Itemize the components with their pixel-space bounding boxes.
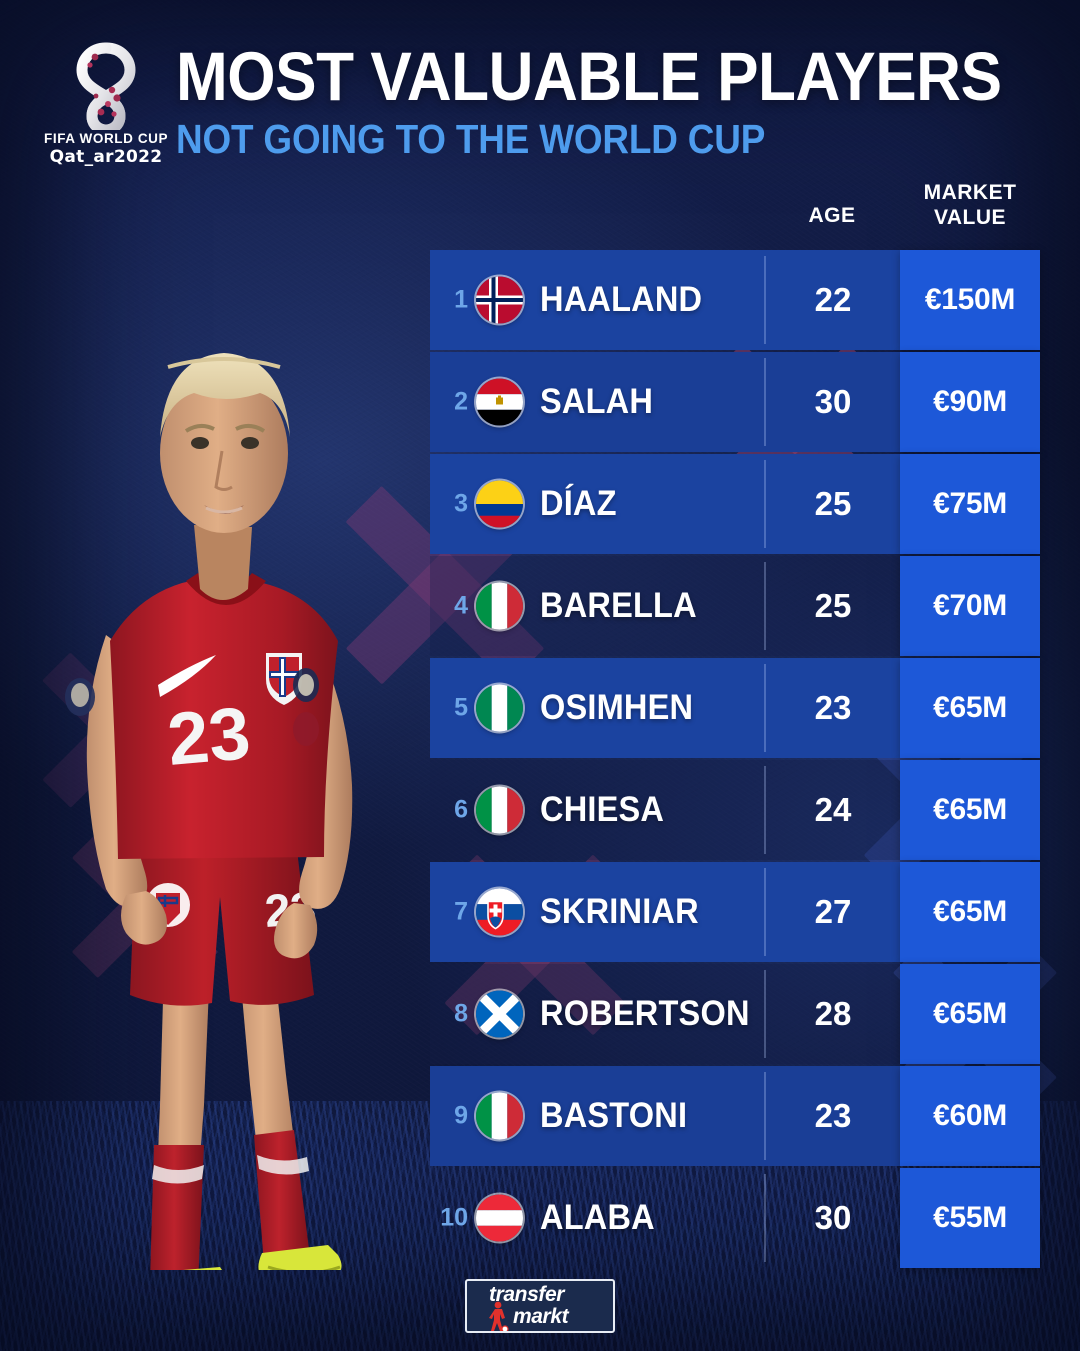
table-row[interactable]: 10 ALABA 30 €55M — [0, 1168, 1080, 1268]
column-divider — [764, 766, 766, 854]
row-rank: 6 — [454, 795, 468, 824]
row-market-value: €75M — [900, 454, 1040, 554]
italy-flag — [476, 582, 523, 630]
nigeria-flag — [476, 684, 523, 732]
world-cup-logo: FIFA WORLD CUP Qat_ar2022 — [44, 38, 168, 168]
footballer-figure-icon — [489, 1301, 509, 1331]
austria-flag — [476, 1194, 523, 1242]
row-age: 28 — [814, 995, 852, 1032]
column-header-market-value-line1: MARKET — [923, 181, 1017, 204]
player-photo: 23 23 — [18, 205, 438, 1308]
row-market-value: €90M — [900, 352, 1040, 452]
table-row[interactable]: 7 SKRINIAR 27 €65M — [0, 862, 1080, 962]
row-market-value: €55M — [900, 1168, 1040, 1268]
egypt-flag — [476, 378, 523, 426]
page-subtitle: NOT GOING TO THE WORLD CUP — [176, 116, 766, 163]
world-cup-logo-line2: Qat_ar2022 — [49, 147, 163, 167]
row-player-name: SALAH — [540, 382, 654, 421]
table-row[interactable]: 1 HAALAND 22 €150M — [0, 250, 1080, 350]
row-age: 25 — [814, 587, 852, 624]
row-age: 24 — [814, 791, 852, 828]
row-age: 27 — [814, 893, 852, 930]
row-player-name: BARELLA — [540, 586, 697, 625]
row-rank: 8 — [454, 999, 468, 1028]
column-headers: AGE MARKET VALUE — [0, 181, 1080, 250]
transfermarkt-logo-line1: transfer — [489, 1283, 564, 1306]
row-rank: 5 — [454, 693, 468, 722]
row-market-value: €65M — [900, 964, 1040, 1064]
column-header-market-value: MARKET VALUE — [900, 181, 1040, 231]
row-player-name: BASTONI — [540, 1096, 688, 1135]
table-row[interactable]: 9 BASTONI 23 €60M — [0, 1066, 1080, 1166]
row-rank: 9 — [454, 1101, 468, 1130]
row-age: 30 — [814, 383, 852, 420]
players-table: 1 HAALAND 22 €150M 2 SALAH 30 €90M 3 DÍA… — [0, 250, 1080, 1270]
row-player-name: SKRINIAR — [540, 892, 699, 931]
table-row[interactable]: 3 DÍAZ 25 €75M — [0, 454, 1080, 554]
column-divider — [764, 1174, 766, 1262]
row-player-name: DÍAZ — [540, 484, 617, 523]
fifa-world-cup-emblem-icon — [76, 42, 136, 130]
colombia-flag — [476, 480, 523, 528]
column-divider — [764, 664, 766, 752]
header: FIFA WORLD CUP Qat_ar2022 MOST VALUABLE … — [0, 0, 1080, 190]
slovakia-flag — [476, 888, 523, 936]
row-rank: 3 — [454, 489, 468, 518]
scotland-flag — [476, 990, 523, 1038]
row-market-value: €70M — [900, 556, 1040, 656]
row-player-name: ALABA — [540, 1198, 655, 1237]
table-row[interactable]: 5 OSIMHEN 23 €65M — [0, 658, 1080, 758]
column-divider — [764, 970, 766, 1058]
world-cup-logo-line1: FIFA WORLD CUP — [44, 131, 169, 146]
row-market-value: €60M — [900, 1066, 1040, 1166]
row-player-name: HAALAND — [540, 280, 703, 319]
italy-flag — [476, 786, 523, 834]
row-rank: 1 — [454, 285, 468, 314]
row-market-value: €150M — [900, 250, 1040, 350]
column-divider — [764, 1072, 766, 1160]
row-age: 23 — [814, 1097, 852, 1134]
column-divider — [764, 868, 766, 956]
table-row[interactable]: 4 BARELLA 25 €70M — [0, 556, 1080, 656]
row-rank: 10 — [440, 1203, 468, 1232]
row-player-name: CHIESA — [540, 790, 665, 829]
row-age: 25 — [814, 485, 852, 522]
footer: transfer markt — [0, 1279, 1080, 1333]
column-divider — [764, 460, 766, 548]
column-divider — [764, 358, 766, 446]
norway-flag — [476, 276, 523, 324]
row-market-value: €65M — [900, 658, 1040, 758]
column-divider — [764, 256, 766, 344]
row-player-name: OSIMHEN — [540, 688, 694, 727]
row-age: 23 — [814, 689, 852, 726]
page-title: MOST VALUABLE PLAYERS — [176, 38, 1002, 115]
row-market-value: €65M — [900, 862, 1040, 962]
table-row[interactable]: 2 SALAH 30 €90M — [0, 352, 1080, 452]
row-rank: 2 — [454, 387, 468, 416]
transfermarkt-logo-line2: markt — [513, 1305, 569, 1328]
column-header-age: AGE — [808, 204, 856, 227]
column-header-market-value-line2: VALUE — [933, 205, 1007, 229]
row-market-value: €65M — [900, 760, 1040, 860]
row-age: 30 — [814, 1199, 852, 1236]
svg-text:23: 23 — [164, 691, 253, 781]
row-player-name: ROBERTSON — [540, 994, 750, 1033]
transfermarkt-logo: transfer markt — [465, 1279, 615, 1333]
column-divider — [764, 562, 766, 650]
table-row[interactable]: 8 ROBERTSON 28 €65M — [0, 964, 1080, 1064]
italy-flag — [476, 1092, 523, 1140]
title-block: MOST VALUABLE PLAYERS NOT GOING TO THE W… — [176, 38, 1080, 163]
row-age: 22 — [814, 281, 852, 318]
row-rank: 7 — [454, 897, 468, 926]
table-row[interactable]: 6 CHIESA 24 €65M — [0, 760, 1080, 860]
row-rank: 4 — [454, 591, 468, 620]
